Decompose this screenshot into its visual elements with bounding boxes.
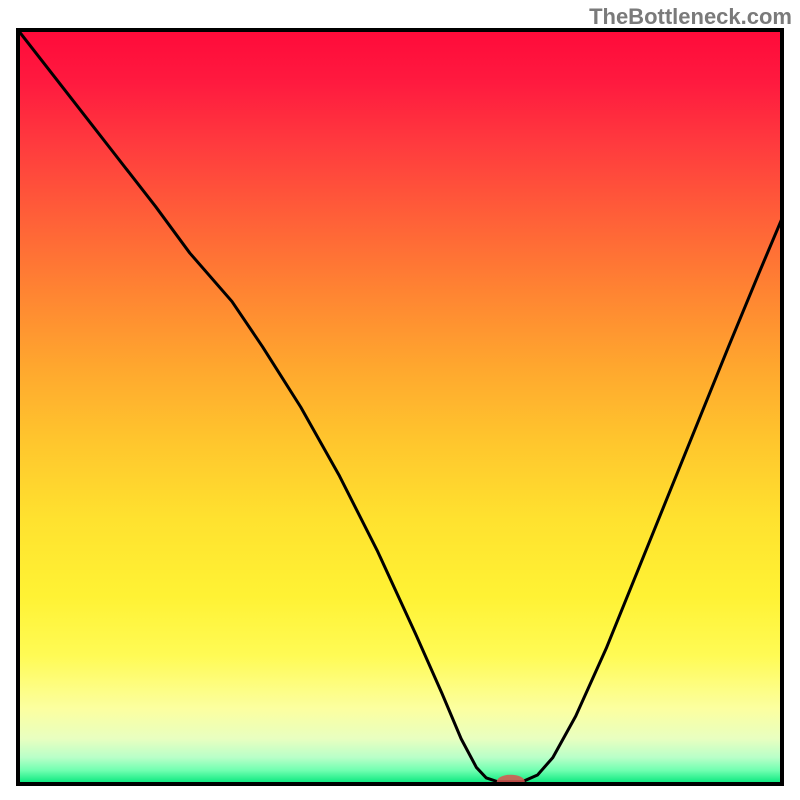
attribution-text: TheBottleneck.com — [589, 4, 792, 30]
chart-container: TheBottleneck.com — [0, 0, 800, 800]
bottleneck-curve-chart — [0, 0, 800, 800]
gradient-background — [18, 30, 782, 784]
minimum-marker — [497, 775, 525, 789]
